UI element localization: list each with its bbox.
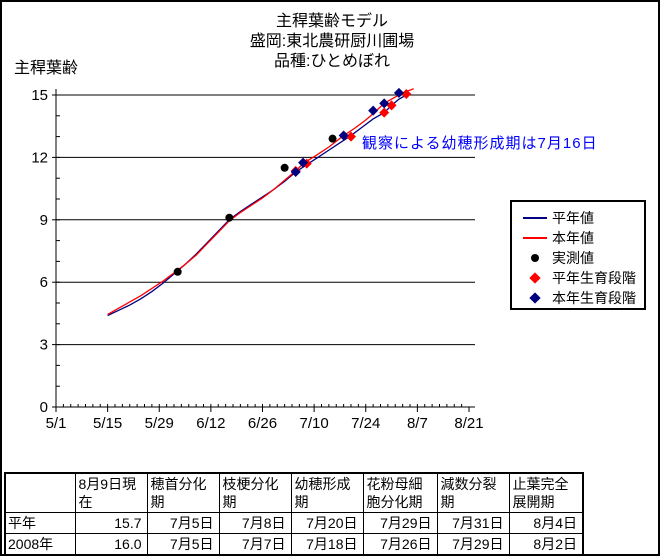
table-cell: 7月8日 [218,512,292,534]
table-cell: 7月5日 [146,533,220,554]
diamond-marker-icon-blue [518,292,552,304]
legend-item-honnen-stage: 本年生育段階 [512,288,644,308]
diamond-marker-icon-red [518,272,552,284]
legend: 平年値 本年値 実測値 平年生育段階 本年生育段階 [510,200,646,310]
row-label: 2008年 [4,533,76,554]
circle-marker-icon [518,254,552,262]
x-tick-label: 6/12 [196,415,225,432]
y-tick-label: 9 [40,212,48,229]
table-cell: 8月4日 [508,512,584,534]
row-label: 平年 [4,512,76,534]
y-axis-title: 主稈葉齢 [14,60,79,77]
header-blank [4,472,76,513]
legend-item-honnen-line: 本年値 [512,228,644,248]
legend-label: 実測値 [552,250,594,266]
x-tick-label: 8/21 [454,415,483,432]
x-tick-label: 5/1 [46,415,67,432]
table-cell: 7月5日 [146,512,220,534]
data-point-平年生育段階 [386,100,397,111]
chart-title-line-2: 盛岡:東北農研厨川圃場 [249,33,415,50]
table-cell: 8月2日 [508,533,584,554]
header-young-panicle-formation: 幼穂形成期 [290,472,364,513]
table-cell: 15.7 [74,512,148,534]
y-tick-label: 15 [31,87,48,104]
legend-label: 本年値 [552,230,594,246]
data-point-本年生育段階 [338,130,349,141]
table-cell: 7月18日 [290,533,364,554]
chart-title-line-3: 品種:ひとめぼれ [274,53,390,70]
legend-item-observed: 実測値 [512,248,644,268]
data-point-本年生育段階 [368,105,379,116]
x-tick-label: 5/29 [145,415,174,432]
table-cell: 7月31日 [436,512,510,534]
data-point-実測値 [280,163,289,172]
y-tick-label: 6 [40,274,48,291]
x-tick-label: 8/7 [407,415,428,432]
table-cell: 7月29日 [436,533,510,554]
plot-svg: 0 3 6 9 12 15 5/1 5/15 5/29 6/12 6/26 7/10 7/24 8/7 8/… [31,87,483,432]
y-tick-label: 12 [31,149,48,166]
legend-item-heinen-line: 平年値 [512,208,644,228]
table-cell: 16.0 [74,533,148,554]
data-point-本年生育段階 [290,166,301,177]
x-tick-label: 5/15 [93,415,122,432]
line-marker-heinen [518,217,552,219]
data-point-平年生育段階 [346,131,356,142]
header-flag-leaf-expansion: 止葉完全展開期 [508,472,584,513]
table-cell: 7月20日 [290,512,364,534]
table-row-heinen: 平年 15.7 7月5日 7月8日 7月20日 7月29日 7月31日 8月4日 [4,512,584,534]
chart-title-line-1: 主稈葉齢モデル [275,13,388,30]
data-point-実測値 [225,213,234,222]
table-row-2008: 2008年 16.0 7月5日 7月7日 7月18日 7月26日 7月29日 8… [4,533,584,554]
data-point-平年生育段階 [401,88,412,99]
header-meiosis: 減数分裂期 [436,472,510,513]
header-current-leafage: 8月9日現在 [74,472,148,513]
header-branch-differentiation: 枝梗分化期 [218,472,292,513]
growth-stage-table: 8月9日現在 穂首分化期 枝梗分化期 幼穂形成期 花粉母細胞分化期 減数分裂期 … [4,472,584,554]
data-point-実測値 [173,267,182,276]
chart-annotation: 観察による幼穂形成期は7月16日 [362,135,598,152]
legend-label: 平年生育段階 [552,270,636,286]
header-pollen-mother-cell: 花粉母細胞分化期 [362,472,438,513]
data-point-実測値 [328,134,337,143]
y-tick-label: 0 [40,399,48,416]
legend-item-heinen-stage: 平年生育段階 [512,268,644,288]
line-marker-honnen [518,237,552,239]
table-cell: 7月7日 [218,533,292,554]
legend-label: 平年値 [552,210,594,226]
chart-title: 主稈葉齢モデル 盛岡:東北農研厨川圃場 品種:ひとめぼれ [2,12,658,72]
x-tick-label: 6/26 [248,415,277,432]
table-header-row: 8月9日現在 穂首分化期 枝梗分化期 幼穂形成期 花粉母細胞分化期 減数分裂期 … [4,472,584,513]
x-tick-label: 7/10 [300,415,329,432]
data-point-本年生育段階 [379,98,390,109]
x-tick-label: 7/24 [351,415,380,432]
legend-label: 本年生育段階 [552,290,636,306]
header-panicle-initiation: 穂首分化期 [146,472,220,513]
table-cell: 7月29日 [362,512,438,534]
data-point-本年生育段階 [393,87,404,98]
data-point-平年生育段階 [379,107,390,118]
table-cell: 7月26日 [362,533,438,554]
series-line-本年値 [107,88,414,316]
y-tick-label: 3 [40,337,48,354]
data-point-本年生育段階 [298,157,309,168]
